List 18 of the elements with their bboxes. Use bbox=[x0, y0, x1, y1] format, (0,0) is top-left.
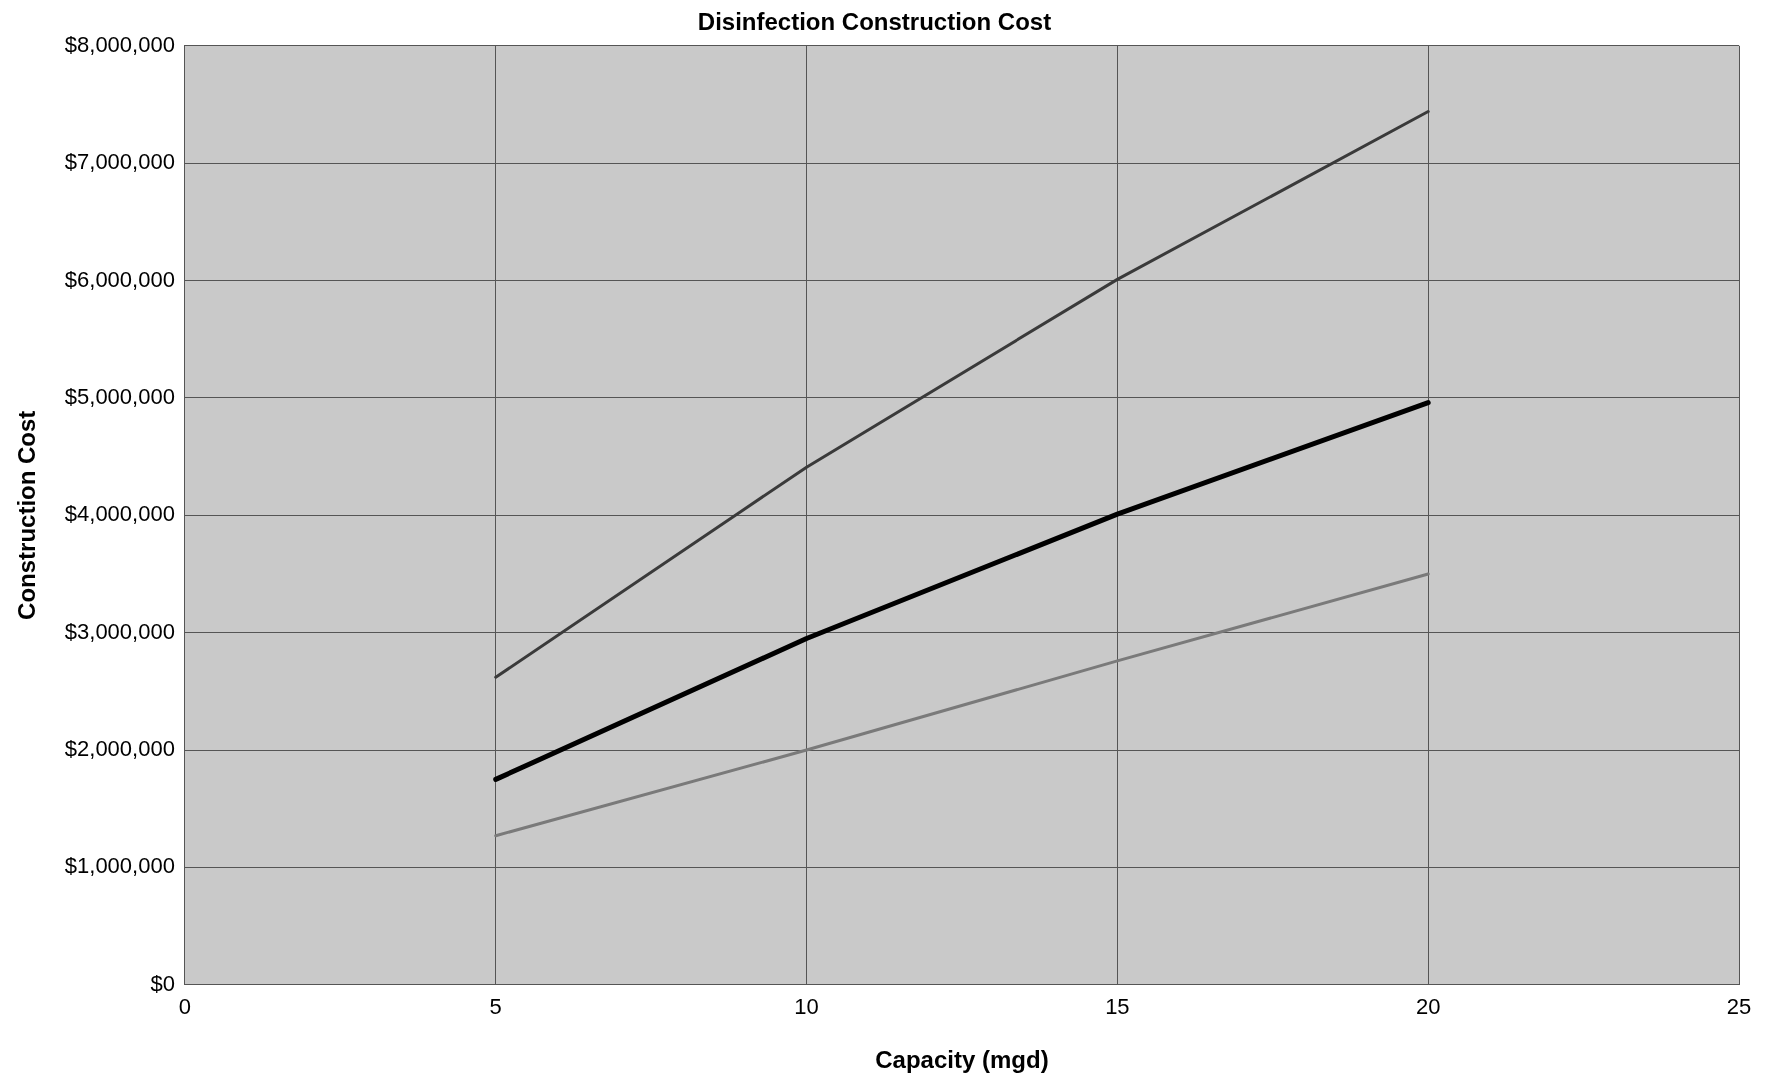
y-tick-label: $0 bbox=[150, 970, 175, 996]
y-tick-label: $6,000,000 bbox=[64, 266, 175, 292]
x-tick-label: 0 bbox=[178, 994, 192, 1020]
x-tick-label: 20 bbox=[1415, 994, 1441, 1020]
y-tick-label: $3,000,000 bbox=[64, 618, 175, 644]
x-tick-label: 10 bbox=[794, 994, 819, 1020]
y-tick-label: $8,000,000 bbox=[64, 31, 175, 57]
x-tick-label: 5 bbox=[489, 994, 502, 1020]
y-tick-label: $4,000,000 bbox=[64, 501, 175, 527]
x-tick-label: 25 bbox=[1726, 994, 1752, 1020]
chart-title: Disinfection Construction Cost bbox=[697, 8, 1052, 36]
y-axis-title: Construction Cost bbox=[13, 410, 41, 620]
y-tick-label: $1,000,000 bbox=[64, 853, 175, 879]
y-tick-label: $7,000,000 bbox=[64, 149, 175, 175]
y-tick-label: $5,000,000 bbox=[64, 383, 175, 409]
x-tick-label: 15 bbox=[1105, 994, 1130, 1020]
y-tick-label: $2,000,000 bbox=[64, 736, 175, 762]
x-axis-title: Capacity (mgd) bbox=[875, 1046, 1049, 1074]
